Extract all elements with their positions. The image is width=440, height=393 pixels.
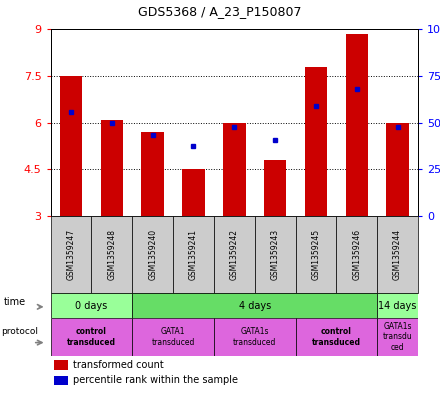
Bar [305, 67, 327, 216]
Text: GSM1359242: GSM1359242 [230, 229, 239, 280]
Bar [92, 216, 132, 293]
Bar [173, 216, 214, 293]
Text: GSM1359245: GSM1359245 [312, 229, 320, 280]
Bar [345, 34, 368, 216]
Bar [54, 360, 67, 370]
Bar [101, 120, 123, 216]
Bar [51, 216, 92, 293]
Text: GDS5368 / A_23_P150807: GDS5368 / A_23_P150807 [138, 5, 302, 18]
Bar [336, 216, 377, 293]
Bar [223, 123, 246, 216]
Text: protocol: protocol [1, 327, 38, 336]
Text: control
transduced: control transduced [67, 327, 116, 347]
Bar [296, 216, 336, 293]
Text: GSM1359247: GSM1359247 [66, 229, 76, 280]
Text: time: time [4, 298, 26, 307]
Bar [377, 216, 418, 293]
Text: percentile rank within the sample: percentile rank within the sample [73, 375, 238, 386]
Bar [255, 216, 296, 293]
Bar [54, 376, 67, 385]
Bar [51, 318, 132, 356]
Bar [264, 160, 286, 216]
Bar [132, 318, 214, 356]
Bar [60, 76, 82, 216]
Text: 4 days: 4 days [238, 301, 271, 310]
Bar [141, 132, 164, 216]
Bar [182, 169, 205, 216]
Text: GSM1359241: GSM1359241 [189, 229, 198, 280]
Text: GATA1s
transduced: GATA1s transduced [233, 327, 276, 347]
Bar [132, 216, 173, 293]
Text: GSM1359244: GSM1359244 [393, 229, 402, 280]
Text: GSM1359240: GSM1359240 [148, 229, 157, 280]
Text: GATA1s
transdu
ced: GATA1s transdu ced [383, 322, 412, 352]
Bar [386, 123, 409, 216]
Bar [51, 293, 132, 318]
Text: transformed count: transformed count [73, 360, 164, 370]
Text: 0 days: 0 days [75, 301, 107, 310]
Bar [377, 293, 418, 318]
Text: GSM1359246: GSM1359246 [352, 229, 361, 280]
Bar [296, 318, 377, 356]
Text: GSM1359248: GSM1359248 [107, 229, 116, 280]
Text: GATA1
transduced: GATA1 transduced [151, 327, 195, 347]
Text: 14 days: 14 days [378, 301, 417, 310]
Text: control
transduced: control transduced [312, 327, 361, 347]
Bar [214, 318, 296, 356]
Text: GSM1359243: GSM1359243 [271, 229, 280, 280]
Bar [377, 318, 418, 356]
Bar [214, 216, 255, 293]
Bar [132, 293, 377, 318]
